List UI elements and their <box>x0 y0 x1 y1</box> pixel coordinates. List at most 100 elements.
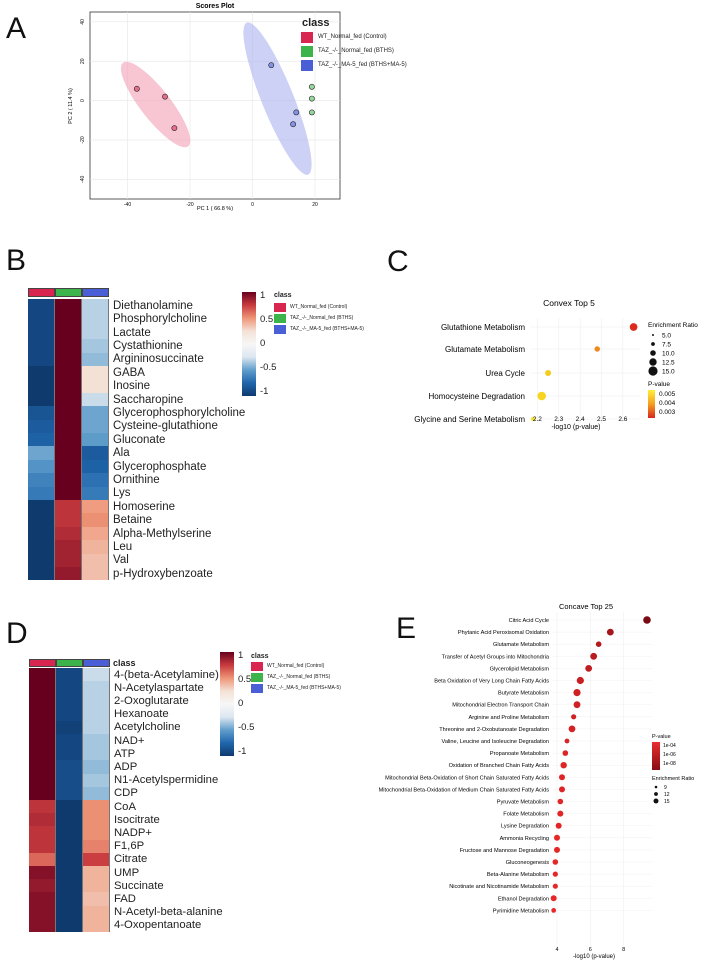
size-legend-dot <box>651 342 655 346</box>
class-color-bar <box>55 288 82 297</box>
heatmap-cell <box>56 879 83 893</box>
pathway-label: Urea Cycle <box>485 369 525 378</box>
scores-plot-title: Scores Plot <box>196 3 235 10</box>
metabolite-label: Glycerophosphate <box>113 460 207 473</box>
heatmap-cell <box>55 299 82 313</box>
pathway-label: Oxidation of Branched Chain Fatty Acids <box>449 763 550 769</box>
size-legend-label: 15 <box>664 799 670 805</box>
class-color-bar <box>83 659 110 667</box>
class-color-bar <box>56 659 83 667</box>
pathway-label: Pyrimidine Metabolism <box>493 908 550 914</box>
bths-ma5-confidence-ellipse <box>243 22 312 175</box>
heatmap-cell <box>82 352 109 366</box>
heatmap-cell <box>82 325 109 340</box>
heatmap-cell <box>83 839 110 853</box>
heatmap-cell <box>56 694 83 708</box>
metabolite-label: Lys <box>113 487 131 500</box>
heatmap-cell <box>55 459 82 474</box>
heatmap-cell <box>28 526 55 541</box>
color-legend-label: 0.004 <box>659 400 676 407</box>
heatmap-cell <box>28 500 55 514</box>
heatmap-cell <box>55 526 82 541</box>
convex-color-bar <box>648 390 655 418</box>
heatmap-cell <box>28 392 55 407</box>
heatmap-cell <box>28 473 55 487</box>
color-legend-label: 0.003 <box>659 409 676 416</box>
legend-label: WT_Normal_fed (Control) <box>290 304 348 310</box>
metabolite-label: Saccharopine <box>113 393 184 406</box>
metabolite-label: GABA <box>113 366 145 379</box>
heatmap-cell <box>83 760 110 774</box>
color-scale-label: -1 <box>260 386 269 397</box>
enrichment-dot <box>552 871 558 877</box>
heatmap-cell <box>55 366 82 380</box>
heatmap-cell <box>56 800 83 814</box>
heatmap-cell <box>83 905 110 919</box>
heatmap-cell <box>29 760 56 774</box>
heatmap-cell <box>28 486 55 500</box>
heatmap-cell <box>82 339 109 353</box>
panel-letter-b: B <box>6 244 27 277</box>
legend-label: TAZ_-/-_Normal_fed (BTHS) <box>267 674 331 680</box>
y-tick-label: 0 <box>80 99 86 102</box>
heatmap-cell <box>83 892 110 906</box>
scores-plot: Scores Plot -40 -20 0 20 40 20 0 -20 -40 PC 1 ( … <box>68 3 341 212</box>
heatmap-cell <box>28 352 55 366</box>
heatmap-cell <box>56 892 83 906</box>
convex-color-legend-title: P-value <box>648 381 670 388</box>
enrichment-dot <box>562 750 569 756</box>
heatmap-cell <box>29 720 56 734</box>
color-scale-label: 0.5 <box>260 314 274 325</box>
score-point <box>308 109 315 116</box>
enrichment-dot <box>576 676 584 685</box>
pathway-label: Folate Metabolism <box>503 812 549 818</box>
heatmap-cell <box>83 866 110 880</box>
pathway-label: Transfer of Acetyl Groups into Mitochond… <box>442 654 550 660</box>
legend-swatch <box>274 314 286 323</box>
heatmap-cell <box>82 379 109 393</box>
metabolite-label: Argininosuccinate <box>113 353 204 366</box>
legend-swatch <box>251 662 263 671</box>
legend-label: TAZ_-/-_MA-5_fed (BTHS+MA-5) <box>290 326 364 332</box>
heatmap-cell <box>56 681 83 695</box>
heatmap-cell <box>28 513 55 527</box>
heatmap-cell <box>56 760 83 774</box>
metabolite-label: Acetylcholine <box>114 721 181 734</box>
enrichment-dot <box>530 416 536 422</box>
color-legend-label: 0.005 <box>659 391 676 398</box>
pathway-label: Gluconeogenesis <box>506 860 549 866</box>
color-legend-label: 1e-04 <box>663 743 676 749</box>
enrichment-dot <box>545 370 552 376</box>
heatmap-cell <box>55 473 82 487</box>
metabolite-label: Citrate <box>114 853 148 866</box>
size-legend-label: 15.0 <box>662 369 675 376</box>
metabolite-label: Homoserine <box>113 500 175 513</box>
y-tick-label: -20 <box>80 136 86 143</box>
metabolite-label: Hexanoate <box>114 708 169 721</box>
metabolite-label: Isocitrate <box>114 813 160 826</box>
heatmap-cell <box>83 918 110 932</box>
heatmap-cell <box>83 879 110 893</box>
metabolite-label: Phosphorylcholine <box>113 313 207 326</box>
heatmap-cell <box>56 826 83 840</box>
color-scale-label: 0 <box>238 698 244 709</box>
heatmap-cell <box>56 866 83 880</box>
legend-swatch <box>251 673 263 682</box>
heatmap-cell <box>29 813 56 827</box>
heatmap-cell <box>29 905 56 919</box>
heatmap-cell <box>29 839 56 853</box>
pathway-label: Nicotinate and Nicotinamide Metabolism <box>449 884 549 890</box>
metabolite-label: Gluconate <box>113 433 166 446</box>
y-tick-label: 20 <box>80 58 86 64</box>
y-tick-label: 40 <box>80 19 86 25</box>
enrichment-dot <box>568 725 576 733</box>
metabolite-label: N1-Acetylspermidine <box>114 774 219 787</box>
heatmap-cell <box>82 500 109 514</box>
pathway-label: Valine, Leucine and Isoleucine Degradati… <box>442 739 550 745</box>
heatmap-cell <box>29 747 56 761</box>
enrichment-dot <box>595 641 602 647</box>
heatmap-d-header: class <box>113 658 136 668</box>
metabolite-label: 2-Oxoglutarate <box>114 695 189 707</box>
enrichment-dot <box>555 822 562 829</box>
metabolite-label: Lactate <box>113 326 151 339</box>
